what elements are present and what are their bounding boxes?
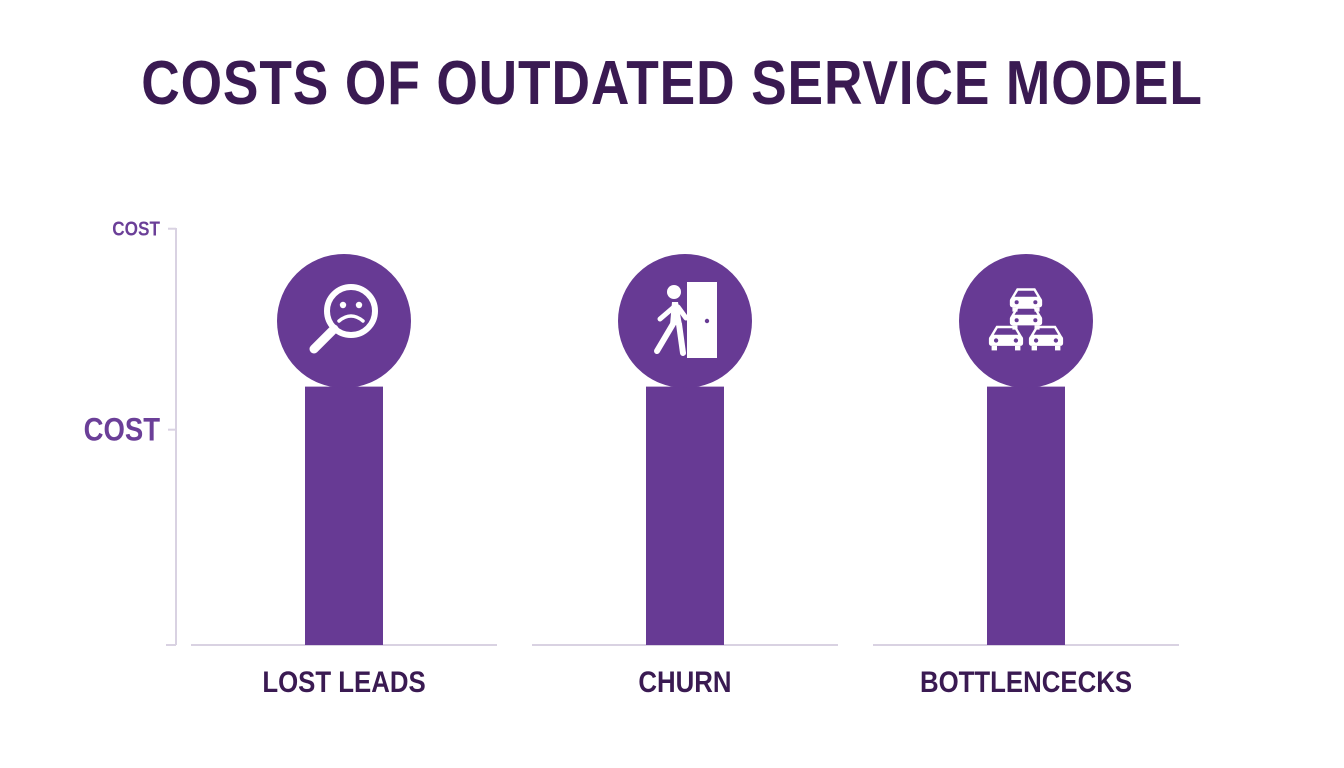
chart-title: COSTS OF OUTDATED SERVICE MODEL [141, 49, 1203, 118]
y-tick-label: COST [84, 413, 160, 448]
category-label: LOST LEADS [262, 665, 425, 698]
category-label: BOTTLENCECKS [920, 665, 1132, 698]
category-labels: LOST LEADS CHURN BOTTLENCECKS [262, 665, 1132, 698]
category-label: CHURN [638, 665, 731, 698]
sad-magnifier-icon [277, 254, 411, 388]
person-exiting-door-icon [618, 254, 752, 388]
bar [987, 386, 1065, 645]
bar [305, 386, 383, 645]
bar [646, 386, 724, 645]
bars [305, 386, 1065, 645]
traffic-jam-cars-icon [959, 254, 1093, 388]
bar-icons [277, 254, 1093, 388]
y-axis-ticks: COST COST [84, 217, 176, 448]
y-tick-label: COST [112, 217, 160, 240]
